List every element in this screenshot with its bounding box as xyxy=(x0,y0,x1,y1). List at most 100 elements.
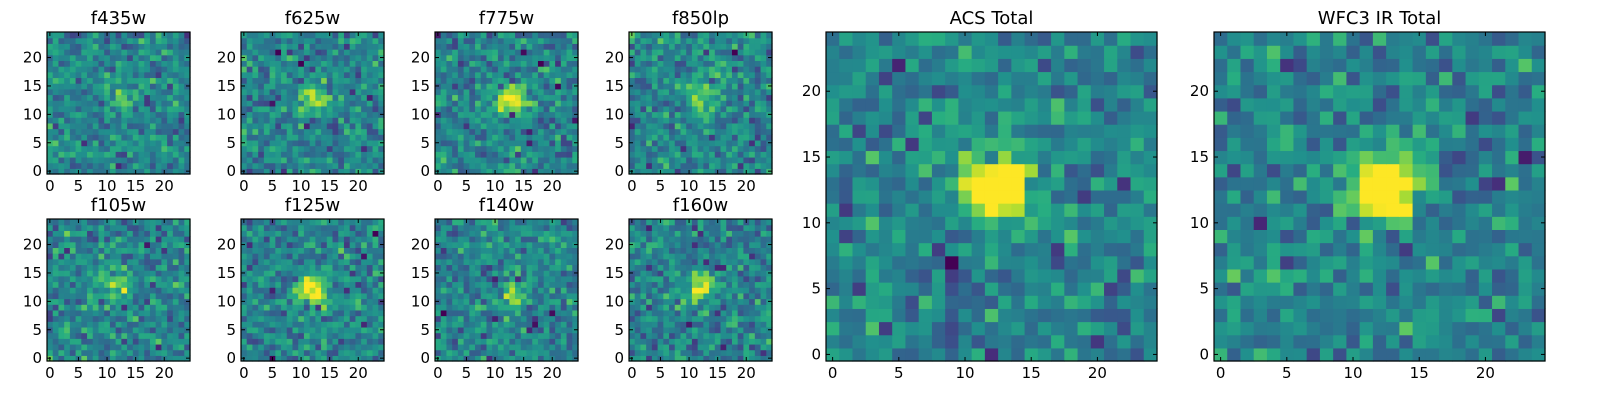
heatmap-cell xyxy=(526,349,533,356)
heatmap-cell xyxy=(109,258,117,266)
heatmap-cell xyxy=(292,258,299,266)
heatmap-cell xyxy=(378,66,385,73)
heatmap-cell xyxy=(366,309,374,317)
heatmap-cell xyxy=(263,292,271,300)
heatmap-cell xyxy=(343,66,351,73)
heatmap-cell xyxy=(680,37,687,44)
heatmap-cell xyxy=(634,66,642,73)
heatmap-cell xyxy=(258,162,265,169)
heatmap-cell xyxy=(241,145,248,152)
heatmap-cell xyxy=(703,71,710,79)
heatmap-cell xyxy=(703,37,710,44)
heatmap-cell xyxy=(503,83,510,90)
heatmap-cell xyxy=(691,105,699,113)
heatmap-cell xyxy=(663,66,670,73)
heatmap-cell xyxy=(731,162,739,169)
heatmap-cell xyxy=(309,338,316,345)
heatmap-cell xyxy=(446,134,453,141)
heatmap-cell xyxy=(509,156,516,164)
heatmap-cell xyxy=(749,281,756,288)
heatmap-cell xyxy=(703,94,710,101)
heatmap-cell xyxy=(766,162,773,169)
heatmap-cell xyxy=(98,88,105,96)
heatmap-cell xyxy=(463,321,470,328)
heatmap-cell xyxy=(178,332,185,339)
heatmap-cell xyxy=(366,43,374,50)
heatmap-cell xyxy=(69,71,77,79)
heatmap-cell xyxy=(555,77,562,84)
heatmap-cell xyxy=(754,292,762,300)
heatmap-cell xyxy=(309,100,316,107)
heatmap-cell xyxy=(543,224,550,231)
heatmap-cell xyxy=(69,77,77,84)
heatmap-cell xyxy=(349,292,356,300)
y-tick-label: 5 xyxy=(32,321,42,339)
heatmap-cell xyxy=(132,60,140,67)
heatmap-cell xyxy=(309,315,316,322)
heatmap-cell xyxy=(87,145,94,152)
heatmap-cell xyxy=(475,139,482,147)
heatmap-cell xyxy=(167,292,174,300)
heatmap-cell xyxy=(343,162,351,169)
heatmap-cell xyxy=(98,241,105,248)
heatmap-cell xyxy=(326,298,334,305)
heatmap-cell xyxy=(640,37,647,44)
heatmap-cell xyxy=(754,122,762,130)
heatmap-cell xyxy=(691,77,699,84)
heatmap-cell xyxy=(355,287,362,294)
heatmap-cell xyxy=(75,134,82,141)
heatmap-cell xyxy=(52,298,60,305)
heatmap-cell xyxy=(475,287,482,294)
heatmap-cell xyxy=(178,145,185,152)
heatmap-cell xyxy=(178,258,185,266)
heatmap-cell xyxy=(452,338,459,345)
heatmap-cell xyxy=(515,270,522,277)
heatmap-cell xyxy=(440,326,448,334)
heatmap-cell xyxy=(486,32,493,39)
heatmap-cell xyxy=(492,230,499,237)
heatmap-cell xyxy=(172,66,180,73)
heatmap-cell xyxy=(69,224,77,231)
heatmap-cell xyxy=(355,258,362,266)
heatmap-cell xyxy=(75,66,82,73)
heatmap-cell xyxy=(178,151,185,158)
heatmap-cell xyxy=(298,162,305,169)
heatmap-cell xyxy=(515,54,522,61)
heatmap-cell xyxy=(651,134,659,141)
heatmap-cell xyxy=(475,321,482,328)
heatmap-cell xyxy=(355,332,362,339)
heatmap-cell xyxy=(366,258,374,266)
heatmap-cell xyxy=(109,224,117,231)
heatmap-cell xyxy=(555,128,562,135)
heatmap-cell xyxy=(566,134,573,141)
heatmap-cell xyxy=(355,315,362,322)
heatmap-cell xyxy=(452,60,459,67)
heatmap-cell xyxy=(469,94,476,101)
heatmap-cell xyxy=(167,66,174,73)
heatmap-cell xyxy=(555,321,562,328)
heatmap-cell xyxy=(292,37,299,44)
heatmap-cell xyxy=(737,139,744,147)
heatmap-cell xyxy=(469,253,476,260)
heatmap-cell xyxy=(172,145,180,152)
heatmap-cell xyxy=(275,236,282,243)
heatmap-cell xyxy=(629,304,636,311)
heatmap-cell xyxy=(566,105,573,113)
heatmap-cell xyxy=(743,88,750,96)
heatmap-cell xyxy=(246,66,254,73)
heatmap-cell xyxy=(252,355,259,362)
heatmap-cell xyxy=(440,236,448,243)
heatmap-cell xyxy=(435,134,442,141)
heatmap-cell xyxy=(555,343,562,351)
heatmap-cell xyxy=(269,162,276,169)
heatmap-cell xyxy=(115,298,122,305)
heatmap-cell xyxy=(480,281,488,288)
heatmap-cell xyxy=(452,43,459,50)
heatmap-cell xyxy=(298,326,305,334)
heatmap-cell xyxy=(161,128,168,135)
heatmap-cell xyxy=(87,304,94,311)
heatmap-cell xyxy=(121,326,128,334)
heatmap-cell xyxy=(526,162,533,169)
heatmap-cell xyxy=(743,83,750,90)
